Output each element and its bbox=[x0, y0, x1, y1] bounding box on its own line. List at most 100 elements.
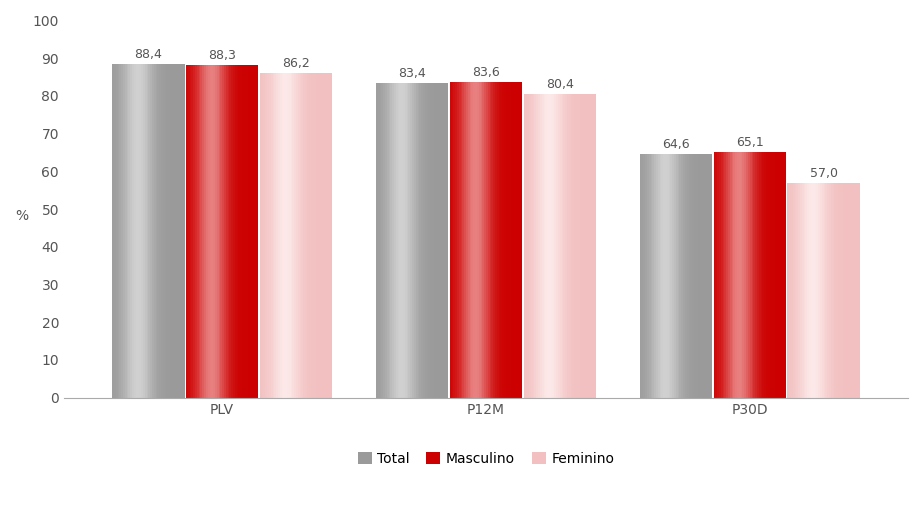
Bar bbox=[772, 152, 773, 398]
Bar bbox=[310, 73, 312, 398]
Bar bbox=[744, 152, 746, 398]
Bar bbox=[660, 154, 662, 398]
Bar bbox=[183, 64, 185, 398]
Bar bbox=[198, 64, 200, 398]
Bar bbox=[508, 82, 509, 398]
Bar bbox=[676, 154, 677, 398]
Bar bbox=[645, 154, 647, 398]
Bar bbox=[728, 152, 730, 398]
Bar bbox=[265, 73, 267, 398]
Bar bbox=[439, 83, 441, 398]
Bar bbox=[493, 82, 495, 398]
Text: 65,1: 65,1 bbox=[736, 136, 763, 149]
Bar bbox=[130, 64, 132, 398]
Bar bbox=[228, 64, 230, 398]
Bar bbox=[247, 64, 249, 398]
Bar bbox=[376, 83, 378, 398]
Bar bbox=[740, 152, 742, 398]
Bar bbox=[143, 64, 145, 398]
Bar bbox=[730, 152, 732, 398]
Text: 88,3: 88,3 bbox=[209, 48, 236, 61]
Bar bbox=[523, 95, 525, 398]
Bar bbox=[779, 152, 781, 398]
Bar bbox=[793, 183, 795, 398]
Bar bbox=[497, 82, 498, 398]
Bar bbox=[219, 64, 221, 398]
Bar bbox=[154, 64, 156, 398]
Bar bbox=[517, 82, 519, 398]
Bar bbox=[694, 154, 696, 398]
Bar bbox=[222, 64, 224, 398]
Bar bbox=[519, 82, 521, 398]
Bar bbox=[787, 183, 789, 398]
Bar bbox=[329, 73, 330, 398]
Bar bbox=[409, 83, 411, 398]
Bar bbox=[157, 64, 159, 398]
Bar bbox=[398, 83, 400, 398]
Bar bbox=[282, 73, 283, 398]
Bar bbox=[734, 152, 736, 398]
Bar bbox=[574, 95, 576, 398]
Bar bbox=[791, 183, 793, 398]
Bar bbox=[845, 183, 847, 398]
Bar bbox=[330, 73, 332, 398]
Bar bbox=[481, 82, 483, 398]
Bar bbox=[138, 64, 139, 398]
Bar bbox=[829, 183, 831, 398]
Bar bbox=[723, 152, 725, 398]
Bar bbox=[647, 154, 649, 398]
Bar bbox=[558, 95, 560, 398]
Bar bbox=[206, 64, 208, 398]
Bar bbox=[321, 73, 323, 398]
Bar bbox=[576, 95, 578, 398]
Bar bbox=[770, 152, 772, 398]
Bar bbox=[717, 152, 719, 398]
Bar bbox=[445, 83, 447, 398]
Bar bbox=[291, 73, 293, 398]
Bar bbox=[821, 183, 823, 398]
Bar bbox=[587, 95, 589, 398]
Bar bbox=[438, 83, 439, 398]
Bar bbox=[215, 64, 217, 398]
Bar bbox=[804, 183, 806, 398]
Bar bbox=[640, 154, 641, 398]
Bar bbox=[705, 154, 707, 398]
Bar bbox=[379, 83, 381, 398]
Bar bbox=[244, 64, 246, 398]
Bar bbox=[450, 82, 451, 398]
Bar bbox=[581, 95, 583, 398]
Bar bbox=[749, 152, 751, 398]
Bar bbox=[392, 83, 394, 398]
Bar bbox=[468, 82, 470, 398]
Bar bbox=[509, 82, 511, 398]
Bar bbox=[823, 183, 825, 398]
Bar bbox=[781, 152, 783, 398]
Bar bbox=[593, 95, 594, 398]
Bar bbox=[195, 64, 197, 398]
Bar bbox=[495, 82, 497, 398]
Bar bbox=[126, 64, 128, 398]
Bar bbox=[270, 73, 272, 398]
Bar bbox=[308, 73, 310, 398]
Bar bbox=[761, 152, 762, 398]
Bar bbox=[387, 83, 389, 398]
Bar bbox=[825, 183, 827, 398]
Bar bbox=[844, 183, 845, 398]
Bar bbox=[500, 82, 502, 398]
Bar bbox=[193, 64, 195, 398]
Bar bbox=[534, 95, 536, 398]
Bar bbox=[147, 64, 149, 398]
Bar bbox=[547, 95, 549, 398]
Bar bbox=[759, 152, 761, 398]
Bar bbox=[172, 64, 174, 398]
Bar bbox=[816, 183, 818, 398]
Bar bbox=[419, 83, 421, 398]
Bar bbox=[664, 154, 665, 398]
Bar bbox=[703, 154, 705, 398]
Bar bbox=[407, 83, 409, 398]
Bar bbox=[257, 64, 258, 398]
Text: 80,4: 80,4 bbox=[545, 79, 574, 92]
Bar bbox=[511, 82, 513, 398]
Bar bbox=[811, 183, 813, 398]
Bar bbox=[713, 152, 715, 398]
